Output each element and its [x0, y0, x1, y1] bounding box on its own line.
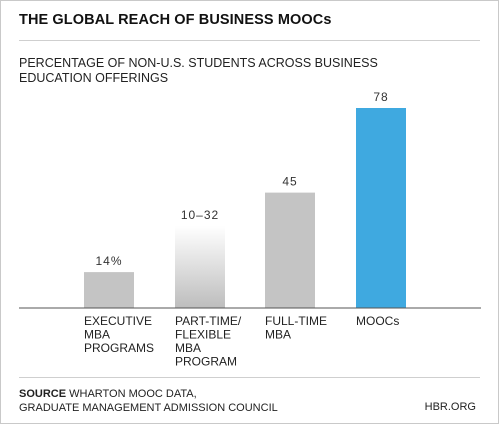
value-label-3: 78	[373, 90, 388, 104]
bar-3	[356, 108, 406, 308]
bars-group	[84, 108, 406, 308]
value-label-1: 10–32	[181, 208, 219, 222]
credit-label: HBR.ORG	[424, 401, 476, 413]
source-label: SOURCE	[19, 388, 67, 400]
category-labels-group: EXECUTIVE MBA PROGRAMS PART-TIME/FLEXIBLE MB…	[84, 314, 399, 369]
footer-divider	[19, 377, 480, 378]
value-label-2: 45	[282, 175, 297, 189]
chart-subtitle: PERCENTAGE OF NON-U.S. STUDENTS ACROSS B…	[19, 56, 439, 86]
bar-0	[84, 272, 134, 308]
value-label-0: 14%	[95, 254, 122, 268]
chart-title: THE GLOBAL REACH OF BUSINESS MOOCs	[19, 12, 332, 28]
source-line-1: WHARTON MOOC DATA,	[69, 388, 197, 400]
value-labels-group: 14% 10–32 45 78	[95, 90, 388, 268]
bar-1	[175, 225, 225, 308]
source-note: SOURCE WHARTON MOOC DATA, GRADUATE MANAG…	[19, 387, 278, 415]
category-label-0: EXECUTIVE MBA PROGRAMS	[84, 314, 154, 355]
bar-chart: 14% 10–32 45 78 EXECUTIVE MBA PROGRAMS PART-TI…	[19, 90, 481, 369]
category-label-3: MOOCs	[356, 314, 399, 328]
category-label-1: PART-TIME/FLEXIBLE MBA PROGRAM	[175, 314, 242, 369]
subtitle-line-2: EDUCATION OFFERINGS	[19, 71, 169, 85]
title-divider	[19, 40, 480, 41]
bar-2	[265, 192, 315, 308]
category-label-2: FULL-TIME MBA	[265, 314, 327, 342]
subtitle-line-1: PERCENTAGE OF NON-U.S. STUDENTS ACROSS B…	[19, 56, 378, 70]
source-line-2: GRADUATE MANAGEMENT ADMISSION COUNCIL	[19, 402, 278, 414]
